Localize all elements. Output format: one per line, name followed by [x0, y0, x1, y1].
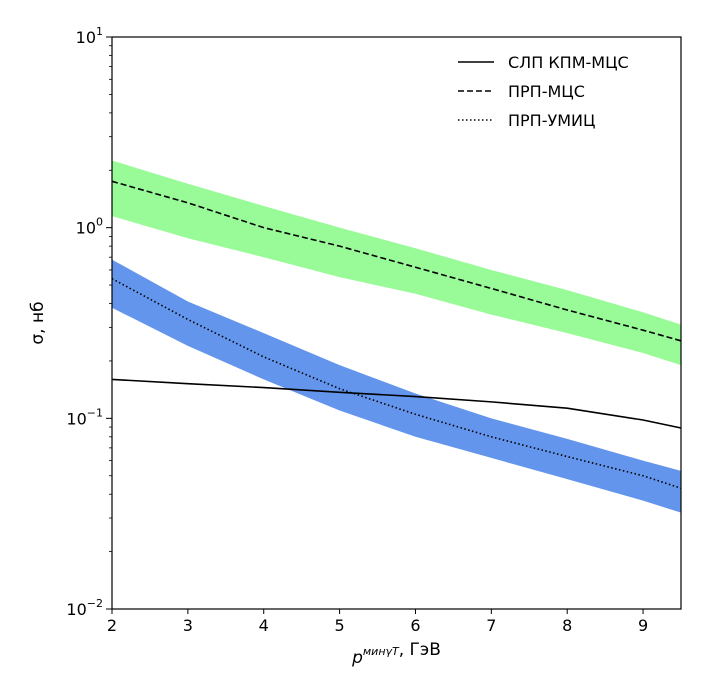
lines-layer	[111, 180, 682, 489]
legend-label-prp-umic: ПРП-УМИЦ	[508, 111, 595, 130]
legend-label-prp-mcs: ПРП-МЦС	[508, 82, 585, 101]
legend: СЛП КПМ-МЦС ПРП-МЦС ПРП-УМИЦ	[458, 53, 629, 130]
y-tick-label: 10−1	[66, 406, 103, 428]
bands-layer	[112, 160, 681, 513]
x-tick-label: 7	[486, 616, 496, 635]
y-tick-label: 101	[76, 25, 103, 47]
ticks-layer: 2 3 4 5 6 7 8 9 10−2 10−1 100 101	[66, 25, 648, 635]
y-tick-label: 10−2	[66, 597, 103, 619]
x-tick-label: 2	[107, 616, 117, 635]
band-prp-mcs	[112, 160, 681, 366]
x-tick-label: 6	[410, 616, 420, 635]
x-tick-label: 8	[562, 616, 572, 635]
line-slp-kpm-mcs	[111, 378, 682, 429]
x-axis-label: pминγT, ГэВ	[351, 640, 441, 668]
x-tick-label: 9	[638, 616, 648, 635]
y-tick-label: 100	[76, 216, 103, 238]
x-tick-label: 4	[259, 616, 269, 635]
x-tick-label: 5	[335, 616, 345, 635]
legend-label-slp: СЛП КПМ-МЦС	[508, 53, 629, 72]
line-prp-umic	[111, 277, 682, 489]
line-prp-mcs	[111, 180, 682, 342]
y-axis-label: σ, нб	[28, 301, 48, 344]
x-tick-label: 3	[183, 616, 193, 635]
plot-frame	[111, 36, 682, 610]
band-prp-umic	[112, 259, 681, 513]
